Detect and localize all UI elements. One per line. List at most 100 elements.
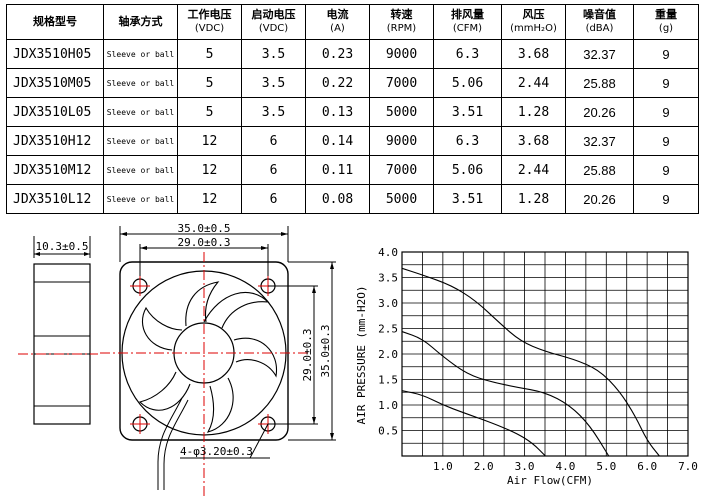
- cell-model: JDX3510M12: [6, 155, 104, 185]
- y-tick-label: 3.0: [378, 297, 398, 310]
- cell-weight: 9: [633, 126, 699, 156]
- pq-curve-0: [401, 267, 660, 457]
- cell-weight: 9: [633, 39, 699, 69]
- cell-current: 0.11: [305, 155, 370, 185]
- cell-bearing: Sleeve or ball: [103, 39, 178, 69]
- x-axis-label: Air Flow(CFM): [507, 474, 593, 487]
- col-header-2: 工作电压 (VDC): [177, 4, 242, 40]
- y-tick-label: 2.0: [378, 348, 398, 361]
- table-header: 规格型号 轴承方式 工作电压 (VDC) 启动电压 (VDC) 电流 (A) 转速 (RPM) 排风…: [6, 4, 699, 40]
- fan-side-view: 10.3±0.5: [18, 236, 98, 425]
- cell-bearing: Sleeve or ball: [103, 184, 178, 214]
- cell-airflow: 3.51: [433, 97, 502, 127]
- cell-bearing: Sleeve or ball: [103, 126, 178, 156]
- cell-airflow: 6.3: [433, 39, 502, 69]
- table-row: JDX3510H05 Sleeve or ball 5 3.5 0.23 9000 6.3 3…: [6, 39, 699, 69]
- spec-table: 规格型号 轴承方式 工作电压 (VDC) 启动电压 (VDC) 电流 (A) 转速 (RPM) 排风…: [6, 4, 699, 214]
- outer-width-dim: 35.0±0.5: [178, 222, 231, 235]
- hole-spacing-v-dim: 29.0±0.3: [301, 329, 314, 382]
- cell-speed: 9000: [369, 126, 434, 156]
- chart-curves: [401, 267, 660, 457]
- x-tick-label: 5.0: [596, 460, 616, 473]
- cell-voltage: 5: [177, 39, 242, 69]
- cell-weight: 9: [633, 184, 699, 214]
- col-header-3: 启动电压 (VDC): [241, 4, 306, 40]
- outer-height-dim: 35.0±0.3: [319, 325, 332, 378]
- cell-start: 3.5: [241, 97, 306, 127]
- col-header-title: 工作电压: [187, 8, 232, 21]
- cell-pressure: 3.68: [501, 126, 566, 156]
- table-row: JDX3510M12 Sleeve or ball 12 6 0.11 7000 5.06 2…: [6, 155, 699, 185]
- table-row: JDX3510M05 Sleeve or ball 5 3.5 0.22 7000 5.06…: [6, 68, 699, 98]
- cell-voltage: 12: [177, 184, 242, 214]
- col-header-0: 规格型号: [6, 4, 104, 40]
- cell-start: 6: [241, 126, 306, 156]
- hole-size-dim: 4-φ3.20±0.3: [180, 445, 253, 458]
- x-tick-label: 1.0: [433, 460, 453, 473]
- cell-model: JDX3510M05: [6, 68, 104, 98]
- cell-voltage: 5: [177, 97, 242, 127]
- cell-weight: 9: [633, 97, 699, 127]
- col-header-6: 排风量 (CFM): [433, 4, 502, 40]
- x-tick-label: 2.0: [474, 460, 494, 473]
- cell-pressure: 1.28: [501, 97, 566, 127]
- cell-noise: 25.88: [565, 155, 634, 185]
- cell-voltage: 12: [177, 155, 242, 185]
- fan-front-view: 35.0±0.5 29.0±0.3 29.0±0: [100, 222, 336, 496]
- cell-airflow: 5.06: [433, 155, 502, 185]
- cell-noise: 20.26: [565, 97, 634, 127]
- cell-noise: 25.88: [565, 68, 634, 98]
- cell-noise: 32.37: [565, 39, 634, 69]
- cell-pressure: 2.44: [501, 68, 566, 98]
- col-header-1: 轴承方式: [103, 4, 178, 40]
- pq-chart: 1.0 2.0 3.0 4.0 5.0 6.0 7.0 0.5 1.0 1.5 2.0 2.5 3.0 3…: [355, 246, 698, 487]
- cell-airflow: 3.51: [433, 184, 502, 214]
- col-header-unit: (A): [330, 23, 345, 34]
- cell-current: 0.22: [305, 68, 370, 98]
- col-header-unit: (dBA): [585, 23, 614, 34]
- cell-weight: 9: [633, 155, 699, 185]
- cell-pressure: 3.68: [501, 39, 566, 69]
- pq-curve-1: [401, 331, 610, 457]
- cell-current: 0.23: [305, 39, 370, 69]
- cell-airflow: 5.06: [433, 68, 502, 98]
- col-header-title: 规格型号: [33, 15, 77, 28]
- x-tick-label: 3.0: [515, 460, 535, 473]
- cell-model: JDX3510H05: [6, 39, 104, 69]
- chart-grid: [401, 251, 689, 457]
- col-header-5: 转速 (RPM): [369, 4, 434, 40]
- col-header-title: 电流: [326, 8, 349, 21]
- col-header-unit: (VDC): [194, 23, 225, 34]
- cell-start: 6: [241, 184, 306, 214]
- cell-current: 0.13: [305, 97, 370, 127]
- col-header-unit: (RPM): [386, 23, 417, 34]
- cell-speed: 7000: [369, 68, 434, 98]
- cell-model: JDX3510H12: [6, 126, 104, 156]
- cell-bearing: Sleeve or ball: [103, 97, 178, 127]
- y-tick-label: 0.5: [378, 425, 398, 438]
- col-header-unit: (g): [658, 23, 674, 34]
- col-header-9: 重量 (g): [633, 4, 699, 40]
- col-header-title: 转速: [390, 8, 413, 21]
- cell-bearing: Sleeve or ball: [103, 155, 178, 185]
- cell-airflow: 6.3: [433, 126, 502, 156]
- col-header-title: 风压: [522, 8, 545, 21]
- cell-start: 3.5: [241, 39, 306, 69]
- x-tick-label: 7.0: [678, 460, 698, 473]
- y-tick-label: 1.0: [378, 399, 398, 412]
- cell-noise: 32.37: [565, 126, 634, 156]
- cell-speed: 9000: [369, 39, 434, 69]
- col-header-4: 电流 (A): [305, 4, 370, 40]
- y-tick-label: 1.5: [378, 374, 398, 387]
- cell-current: 0.14: [305, 126, 370, 156]
- col-header-unit: (VDC): [258, 23, 289, 34]
- col-header-unit: (CFM): [452, 23, 483, 34]
- cell-noise: 20.26: [565, 184, 634, 214]
- col-header-unit: (mmH₂O): [510, 23, 557, 34]
- x-tick-label: 6.0: [637, 460, 657, 473]
- cell-speed: 5000: [369, 184, 434, 214]
- cell-model: JDX3510L05: [6, 97, 104, 127]
- cell-model: JDX3510L12: [6, 184, 104, 214]
- cell-bearing: Sleeve or ball: [103, 68, 178, 98]
- hole-spacing-h-dim: 29.0±0.3: [178, 236, 231, 249]
